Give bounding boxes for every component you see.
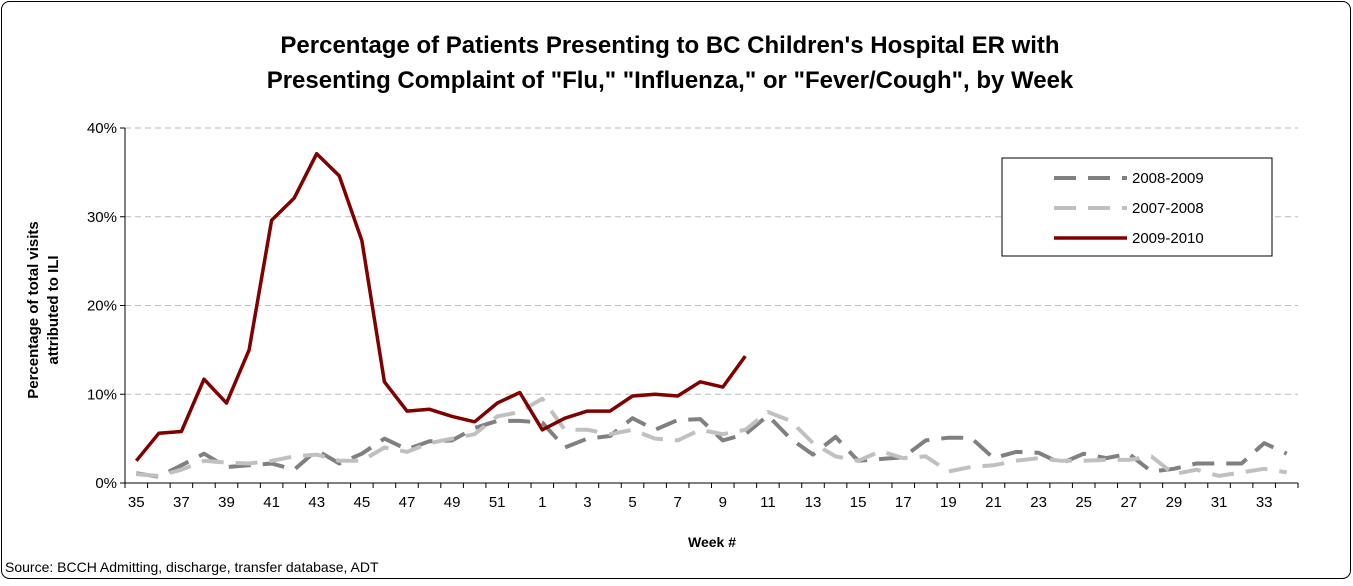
x-tick-label: 13 bbox=[805, 494, 822, 511]
x-tick-label: 27 bbox=[1120, 494, 1137, 511]
y-tick-label: 10% bbox=[87, 386, 117, 403]
x-tick-label: 49 bbox=[444, 494, 461, 511]
x-tick-label: 45 bbox=[354, 494, 371, 511]
x-axis-label: Week # bbox=[688, 534, 736, 550]
x-tick-label: 35 bbox=[128, 494, 145, 511]
x-tick-label: 33 bbox=[1256, 494, 1273, 511]
x-tick-label: 3 bbox=[583, 494, 591, 511]
series-line bbox=[136, 396, 1288, 478]
x-tick-label: 39 bbox=[218, 494, 235, 511]
x-tick-label: 17 bbox=[895, 494, 912, 511]
x-tick-label: 51 bbox=[489, 494, 506, 511]
series-line bbox=[135, 413, 1288, 479]
y-tick-label: 0% bbox=[95, 475, 117, 492]
x-tick-label: 37 bbox=[173, 494, 190, 511]
legend-label: 2008-2009 bbox=[1132, 170, 1204, 187]
series-line bbox=[134, 151, 747, 462]
x-tick-label: 41 bbox=[263, 494, 280, 511]
x-tick-label: 29 bbox=[1166, 494, 1183, 511]
y-tick-label: 20% bbox=[87, 298, 117, 315]
x-tick-label: 31 bbox=[1211, 494, 1228, 511]
x-tick-label: 47 bbox=[399, 494, 416, 511]
x-tick-label: 43 bbox=[308, 494, 325, 511]
x-tick-label: 19 bbox=[940, 494, 957, 511]
x-tick-label: 25 bbox=[1075, 494, 1092, 511]
y-tick-label: 40% bbox=[87, 120, 117, 137]
x-tick-label: 7 bbox=[673, 494, 681, 511]
y-axis-label: Percentage of total visits bbox=[25, 221, 42, 399]
x-tick-label: 5 bbox=[628, 494, 636, 511]
x-tick-label: 23 bbox=[1030, 494, 1047, 511]
x-tick-label: 21 bbox=[985, 494, 1002, 511]
chart-title: Presenting Complaint of "Flu," "Influenz… bbox=[267, 67, 1074, 94]
x-tick-label: 11 bbox=[760, 494, 776, 511]
legend-box bbox=[1001, 157, 1273, 257]
x-tick-label: 15 bbox=[850, 494, 867, 511]
y-axis-label: attributed to ILI bbox=[45, 255, 62, 364]
chart-title: Percentage of Patients Presenting to BC … bbox=[280, 32, 1059, 59]
x-tick-label: 9 bbox=[719, 494, 727, 511]
source-note: Source: BCCH Admitting, discharge, trans… bbox=[5, 559, 379, 575]
y-tick-label: 30% bbox=[87, 209, 117, 226]
legend-label: 2009-2010 bbox=[1132, 230, 1204, 247]
x-tick-label: 1 bbox=[538, 494, 546, 511]
legend-label: 2007-2008 bbox=[1132, 200, 1204, 217]
